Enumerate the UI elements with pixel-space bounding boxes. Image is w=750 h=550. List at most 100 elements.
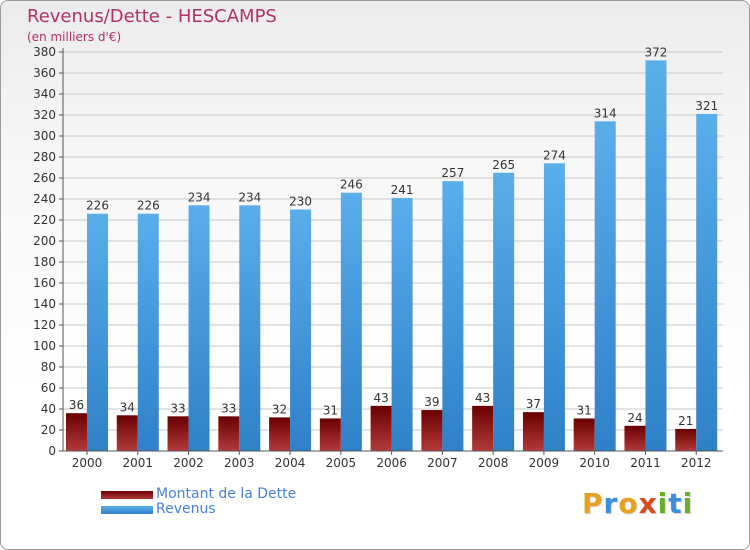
x-tick-label: 2002 — [173, 456, 204, 470]
x-tick-label: 2000 — [72, 456, 103, 470]
bar-revenus — [594, 121, 616, 452]
data-label-dette: 34 — [120, 400, 135, 414]
x-tick-label: 2011 — [630, 456, 661, 470]
y-tick-label: 280 — [33, 150, 56, 164]
data-label-revenus: 257 — [441, 166, 464, 180]
y-tick-label: 160 — [33, 276, 56, 290]
y-tick-label: 60 — [41, 381, 56, 395]
data-label-dette: 39 — [424, 395, 439, 409]
bar-dette — [675, 428, 697, 451]
bar-dette — [167, 416, 189, 451]
x-tick-label: 2003 — [224, 456, 255, 470]
x-tick-label: 2005 — [326, 456, 357, 470]
data-label-dette: 43 — [475, 391, 490, 405]
bar-revenus — [391, 197, 413, 451]
x-tick-label: 2010 — [579, 456, 610, 470]
y-tick-label: 180 — [33, 255, 56, 269]
data-label-revenus: 246 — [340, 178, 363, 192]
legend-item-revenus: Revenus — [101, 502, 296, 517]
x-tick-label: 2007 — [427, 456, 458, 470]
data-label-revenus: 274 — [543, 148, 566, 162]
bar-dette — [66, 413, 87, 451]
data-label-dette: 31 — [577, 403, 592, 417]
axes — [59, 48, 723, 455]
y-tick-label: 80 — [41, 360, 56, 374]
bar-revenus — [87, 213, 108, 451]
data-label-dette: 21 — [678, 414, 693, 428]
proxiti-logo: Proxiti — [582, 487, 693, 520]
x-tick-label: 2008 — [478, 456, 509, 470]
y-tick-label: 240 — [33, 192, 56, 206]
legend-swatch-revenus — [101, 505, 153, 514]
legend: Montant de la Dette Revenus — [101, 487, 296, 517]
x-tick-label: 2001 — [122, 456, 153, 470]
bar-revenus — [645, 60, 667, 452]
bar-dette — [269, 417, 291, 451]
bar-dette — [370, 405, 392, 451]
bar-revenus — [543, 163, 565, 452]
legend-item-dette: Montant de la Dette — [101, 487, 296, 502]
bars — [66, 60, 718, 452]
data-label-revenus: 265 — [492, 158, 515, 172]
data-label-revenus: 230 — [289, 195, 312, 209]
bar-dette — [218, 416, 240, 451]
data-label-dette: 36 — [69, 398, 84, 412]
bar-dette — [472, 405, 494, 451]
data-label-revenus: 234 — [238, 190, 261, 204]
chart-title: Revenus/Dette - HESCAMPS — [27, 6, 277, 27]
legend-label-dette: Montant de la Dette — [156, 486, 297, 502]
logo-letter: P — [582, 487, 604, 520]
data-label-dette: 33 — [221, 401, 236, 415]
bar-revenus — [493, 172, 515, 451]
bar-dette — [522, 412, 544, 451]
bar-revenus — [340, 192, 362, 451]
data-label-revenus: 241 — [391, 183, 414, 197]
y-tick-label: 120 — [33, 318, 56, 332]
data-label-revenus: 314 — [594, 106, 617, 120]
data-label-dette: 24 — [627, 411, 642, 425]
y-tick-label: 260 — [33, 171, 56, 185]
data-label-revenus: 321 — [695, 99, 718, 113]
y-tick-label: 320 — [33, 108, 56, 122]
bar-dette — [624, 425, 646, 451]
logo-letter: x — [638, 487, 658, 520]
bar-dette — [573, 418, 595, 451]
x-tick-label: 2009 — [529, 456, 560, 470]
logo-letter: r — [603, 487, 619, 520]
data-label-dette: 33 — [170, 401, 185, 415]
logo-letter: i — [657, 487, 669, 520]
bar-dette — [319, 418, 341, 451]
labels: 0 20 40 60 80 100 120 140 160 180 200 220 240 260 280 3… — [33, 45, 718, 470]
legend-swatch-dette — [101, 490, 153, 499]
bar-revenus — [239, 205, 261, 451]
chart-subtitle: (en milliers d'€) — [27, 30, 122, 44]
y-tick-label: 40 — [41, 402, 56, 416]
logo-letter: i — [682, 487, 694, 520]
bar-dette — [116, 415, 138, 451]
y-tick-label: 360 — [33, 66, 56, 80]
data-label-revenus: 226 — [137, 199, 160, 213]
x-tick-label: 2012 — [681, 456, 712, 470]
y-tick-label: 340 — [33, 87, 56, 101]
x-tick-label: 2006 — [376, 456, 407, 470]
data-label-dette: 32 — [272, 402, 287, 416]
bar-dette — [421, 410, 443, 451]
data-label-revenus: 372 — [645, 45, 668, 59]
y-tick-label: 20 — [41, 423, 56, 437]
bar-revenus — [188, 205, 210, 451]
bar-revenus — [137, 213, 159, 451]
bar-revenus — [290, 209, 312, 451]
data-label-revenus: 226 — [86, 199, 109, 213]
bar-revenus — [442, 181, 464, 451]
x-tick-label: 2004 — [275, 456, 306, 470]
data-label-dette: 43 — [373, 391, 388, 405]
y-tick-label: 220 — [33, 213, 56, 227]
y-tick-label: 300 — [33, 129, 56, 143]
data-label-revenus: 234 — [188, 190, 211, 204]
logo-letter: t — [668, 487, 683, 520]
y-tick-label: 200 — [33, 234, 56, 248]
logo-letter: o — [618, 487, 639, 520]
y-tick-label: 100 — [33, 339, 56, 353]
